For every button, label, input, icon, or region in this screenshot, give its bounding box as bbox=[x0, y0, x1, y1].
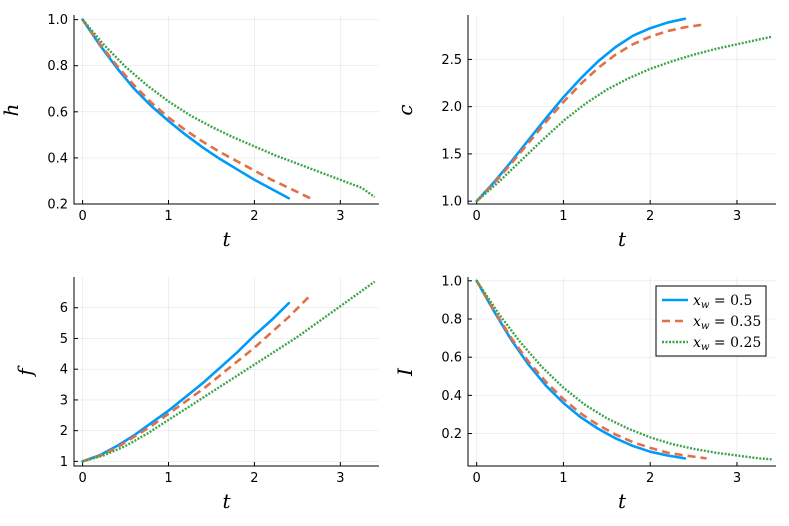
y-tick-label: 2 bbox=[60, 424, 68, 439]
x-axis-label: t bbox=[222, 489, 231, 513]
panel-h: 0 1 2 3 0.2 0.4 0.6 0.8 1.0 h t bbox=[0, 13, 379, 251]
y-tick-label: 0.4 bbox=[441, 389, 462, 404]
legend-box bbox=[655, 285, 767, 357]
x-tick-label: 2 bbox=[250, 209, 258, 224]
x-axis-label: t bbox=[618, 227, 627, 251]
x-tick-label: 2 bbox=[646, 471, 654, 486]
series-line-1 bbox=[475, 17, 687, 203]
x-tick-label: 0 bbox=[78, 471, 86, 486]
y-tick-label: 1 bbox=[60, 455, 68, 470]
y-tick-label: 5 bbox=[60, 332, 68, 347]
axis-spine bbox=[467, 15, 776, 205]
series-line-1 bbox=[475, 279, 687, 460]
y-axis-label: f bbox=[13, 365, 37, 378]
axis-spine bbox=[467, 277, 776, 467]
y-tick-label: 0.2 bbox=[47, 198, 68, 213]
x-tick-label: 3 bbox=[733, 471, 741, 486]
series-line-3 bbox=[475, 280, 772, 461]
x-tick-label: 0 bbox=[473, 209, 481, 224]
axis-spine bbox=[73, 277, 379, 467]
x-tick-label: 3 bbox=[336, 209, 344, 224]
series-line-2 bbox=[81, 18, 311, 200]
y-axis-label: c bbox=[393, 104, 417, 115]
x-tick-label: 0 bbox=[78, 209, 86, 224]
x-tick-label: 1 bbox=[559, 209, 567, 224]
series-line-3 bbox=[82, 280, 376, 463]
y-axis-label: h bbox=[0, 104, 23, 117]
legend-label-3: xw = 0.25 bbox=[693, 335, 761, 353]
y-tick-label: 0.8 bbox=[47, 59, 68, 74]
y-tick-label: 3 bbox=[60, 393, 68, 408]
x-tick-label: 3 bbox=[733, 209, 741, 224]
panel-I: 0 1 2 3 0.2 0.4 0.6 0.8 1.0 It bbox=[393, 274, 776, 513]
y-tick-label: 0.8 bbox=[441, 313, 462, 328]
x-tick-label: 2 bbox=[250, 471, 258, 486]
x-tick-label: 1 bbox=[559, 471, 567, 486]
x-tick-label: 2 bbox=[646, 209, 654, 224]
y-tick-label: 6 bbox=[60, 301, 68, 316]
y-tick-label: 4 bbox=[60, 363, 68, 378]
y-tick-label: 2.5 bbox=[441, 53, 462, 68]
x-axis-label: t bbox=[618, 489, 627, 513]
y-tick-label: 1.5 bbox=[441, 147, 462, 162]
y-axis-label: I bbox=[393, 367, 417, 377]
x-axis-label: t bbox=[222, 227, 231, 251]
y-tick-label: 2.0 bbox=[441, 100, 462, 115]
series-line-3 bbox=[81, 18, 376, 199]
y-tick-label: 0.6 bbox=[441, 351, 462, 366]
panel-c: 0 1 2 3 1.0 1.5 2.0 2.5 c t bbox=[393, 15, 776, 251]
series-line-2 bbox=[82, 294, 312, 463]
series-line-2 bbox=[475, 23, 705, 203]
axis-spine bbox=[73, 15, 379, 205]
y-tick-label: 1.0 bbox=[47, 13, 68, 28]
legend-label-1: xw = 0.5 bbox=[693, 293, 752, 311]
y-tick-label: 1.0 bbox=[441, 274, 462, 289]
y-tick-label: 0.2 bbox=[441, 427, 462, 442]
legend: xw = 0.5 xw = 0.35 xw = 0.25 bbox=[655, 285, 767, 357]
y-tick-label: 0.4 bbox=[47, 151, 68, 166]
x-tick-label: 0 bbox=[473, 471, 481, 486]
x-tick-label: 1 bbox=[164, 471, 172, 486]
series-line-3 bbox=[475, 35, 772, 203]
x-tick-label: 3 bbox=[336, 471, 344, 486]
y-tick-label: 1.0 bbox=[441, 195, 462, 210]
series-line-1 bbox=[81, 301, 291, 463]
y-tick-label: 0.6 bbox=[47, 105, 68, 120]
legend-label-2: xw = 0.35 bbox=[693, 314, 761, 332]
series-line-2 bbox=[475, 280, 707, 460]
x-tick-label: 1 bbox=[164, 209, 172, 224]
series-line-1 bbox=[81, 18, 291, 200]
